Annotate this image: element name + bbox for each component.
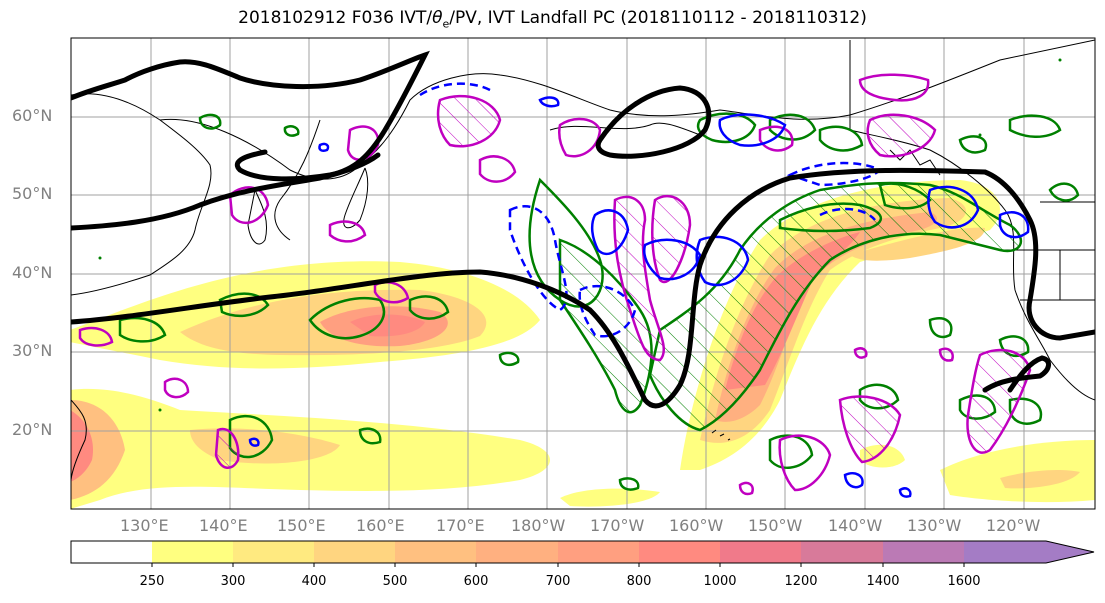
lon-label-130w: 130°W — [907, 516, 962, 535]
lon-label-180w: 180°W — [511, 516, 566, 535]
lat-label-50n: 50°N — [12, 184, 53, 203]
lon-label-150e: 150°E — [277, 516, 326, 535]
lat-label-40n: 40°N — [12, 263, 53, 282]
colorbar-tick-400: 400 — [301, 574, 327, 589]
colorbar-tick-1400: 1400 — [866, 574, 900, 589]
colorbar-tick-600: 600 — [463, 574, 489, 589]
lon-label-170w: 170°W — [590, 516, 645, 535]
lon-label-160e: 160°E — [356, 516, 405, 535]
pv-contours — [248, 82, 1030, 498]
lat-label-30n: 30°N — [12, 341, 53, 360]
landfall-contours — [78, 73, 1032, 496]
colorbar-tick-1600: 1600 — [947, 574, 981, 589]
lat-label-20n: 20°N — [12, 420, 53, 439]
lon-label-140e: 140°E — [199, 516, 248, 535]
colorbar-tick-500: 500 — [382, 574, 408, 589]
lon-label-170e: 170°E — [436, 516, 485, 535]
lon-label-160w: 160°W — [669, 516, 724, 535]
lon-label-120w: 120°W — [986, 516, 1041, 535]
colorbar-tick-250: 250 — [139, 574, 165, 589]
lon-label-140w: 140°W — [828, 516, 883, 535]
colorbar — [70, 540, 1095, 567]
colorbar-tick-300: 300 — [220, 574, 246, 589]
lat-label-60n: 60°N — [12, 106, 53, 125]
scattered-points — [98, 58, 1062, 412]
colorbar-tick-800: 800 — [626, 574, 652, 589]
map-title: 2018102912 F036 IVT/θe/PV, IVT Landfall … — [238, 8, 867, 31]
colorbar-tick-1200: 1200 — [784, 574, 818, 589]
map-area — [71, 38, 1095, 509]
map-frame — [70, 37, 1096, 510]
lon-label-150w: 150°W — [748, 516, 803, 535]
height-contours — [71, 50, 1095, 409]
colorbar-tick-700: 700 — [545, 574, 571, 589]
lon-label-130e: 130°E — [120, 516, 169, 535]
colorbar-tick-1000: 1000 — [703, 574, 737, 589]
